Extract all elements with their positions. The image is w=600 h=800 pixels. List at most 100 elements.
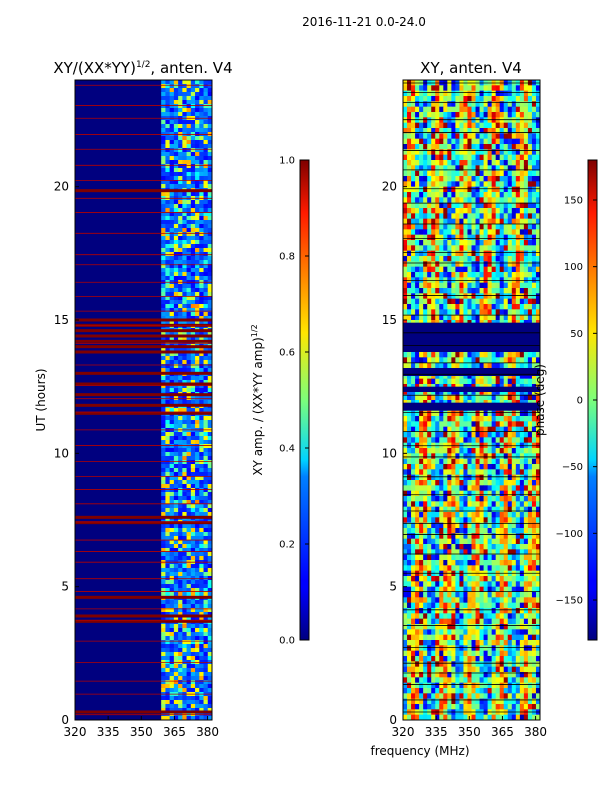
right-heatmap-cell	[483, 101, 489, 108]
left-heatmap-cell	[165, 208, 171, 213]
right-heatmap-cell	[415, 165, 420, 172]
right-heatmap-cell	[483, 90, 489, 97]
left-heatmap-cell	[161, 360, 166, 365]
left-heatmap-cell	[199, 492, 204, 497]
right-heatmap-cell	[403, 176, 408, 182]
right-heatmap-cell	[463, 266, 468, 273]
left-heatmap-cell	[190, 252, 196, 257]
right-heatmap-cell	[527, 352, 533, 358]
left-heatmap-cell	[169, 348, 175, 353]
left-heatmap-cell	[169, 712, 175, 717]
right-heatmap-cell	[507, 480, 513, 486]
left-heatmap-cell	[207, 364, 213, 369]
right-heatmap-cell	[523, 528, 529, 534]
right-heatmap-cell	[423, 165, 428, 172]
right-heatmap-cell	[527, 261, 533, 268]
left-heatmap-cell	[199, 160, 204, 165]
right-heatmap-cell	[503, 250, 509, 257]
left-heatmap-cell	[173, 684, 179, 689]
left-heatmap-cell	[195, 360, 200, 365]
right-heatmap-cell	[443, 154, 448, 161]
right-heatmap-cell	[467, 138, 472, 145]
right-heatmap-cell	[475, 490, 480, 497]
left-heatmap-cell	[161, 628, 166, 633]
right-heatmap-cell	[487, 314, 493, 321]
left-heatmap-cell	[186, 224, 192, 229]
right-heatmap-cell	[467, 154, 472, 161]
right-heatmap-cell	[511, 522, 517, 529]
left-heatmap-cell	[195, 684, 200, 689]
right-heatmap-cell	[423, 522, 428, 529]
right-heatmap-cell	[467, 240, 472, 246]
left-heatmap-cell	[207, 356, 213, 361]
right-heatmap-cell	[467, 293, 472, 300]
left-heatmap-cell	[203, 552, 209, 557]
right-heatmap-cell	[431, 272, 436, 278]
right-heatmap-cell	[431, 149, 436, 156]
left-heatmap-cell	[199, 216, 204, 221]
right-heatmap-cell	[459, 261, 464, 268]
right-heatmap-cell	[535, 112, 541, 118]
right-heatmap-cell	[479, 448, 484, 454]
left-heatmap-cell	[178, 284, 183, 289]
left-heatmap-cell	[186, 424, 192, 429]
right-heatmap-cell	[411, 458, 416, 465]
right-heatmap-cell	[515, 213, 521, 220]
right-heatmap-cell	[519, 101, 525, 108]
left-heatmap-cell	[178, 588, 183, 593]
right-heatmap-cell	[455, 453, 460, 460]
right-heatmap-cell	[463, 421, 468, 428]
right-heatmap-cell	[431, 90, 436, 97]
right-heatmap-cell	[515, 394, 521, 401]
left-heatmap-cell	[186, 228, 192, 233]
right-heatmap-cell	[447, 496, 452, 502]
right-heatmap-cell	[471, 458, 476, 465]
right-heatmap-cell	[483, 224, 489, 230]
right-heatmap-cell	[427, 517, 432, 524]
right-heatmap-cell	[483, 170, 489, 177]
left-heatmap-cell	[190, 532, 196, 537]
right-heatmap-cell	[523, 256, 529, 262]
left-heatmap-cell	[190, 180, 196, 185]
left-heatmap-cell	[207, 204, 213, 209]
right-heatmap-cell	[407, 112, 412, 118]
right-heatmap-cell	[431, 106, 436, 113]
right-heatmap-cell	[507, 357, 513, 364]
right-heatmap-cell	[523, 176, 529, 182]
right-heatmap-cell	[443, 90, 448, 97]
left-heatmap-cell	[199, 548, 204, 553]
left-heatmap-cell	[195, 548, 200, 553]
left-heatmap-cell	[178, 244, 183, 249]
right-heatmap-cell	[515, 170, 521, 177]
left-heatmap-cell	[207, 304, 213, 309]
right-heatmap-cell	[447, 298, 452, 305]
right-heatmap-cell	[427, 122, 432, 129]
right-heatmap-cell	[451, 421, 456, 428]
right-heatmap-cell	[495, 517, 501, 524]
left-heatmap-cell	[203, 360, 209, 365]
left-heatmap-cell	[190, 432, 196, 437]
left-heatmap-cell	[186, 436, 192, 441]
right-heatmap-cell	[499, 288, 505, 294]
right-heatmap-cell	[499, 154, 505, 161]
right-heatmap-cell	[507, 469, 513, 476]
right-heatmap-cell	[431, 261, 436, 268]
right-heatmap-cell	[455, 138, 460, 145]
left-heatmap-cell	[165, 496, 171, 501]
right-heatmap-cell	[447, 282, 452, 289]
right-heatmap-cell	[411, 437, 416, 444]
right-heatmap-cell	[447, 170, 452, 177]
left-heatmap-cell	[182, 248, 187, 253]
right-heatmap-cell	[503, 272, 509, 278]
right-heatmap-cell	[475, 245, 480, 252]
right-heatmap-cell	[455, 208, 460, 214]
right-heatmap-cell	[475, 410, 480, 417]
left-heatmap-cell	[203, 368, 209, 373]
right-heatmap-cell	[427, 538, 432, 545]
right-heatmap-cell	[419, 149, 424, 156]
right-heatmap-cell	[479, 490, 484, 497]
left-heatmap-cell	[203, 708, 209, 713]
left-heatmap-cell	[161, 228, 166, 233]
left-heatmap-cell	[186, 640, 192, 645]
right-heatmap-cell	[443, 266, 448, 273]
